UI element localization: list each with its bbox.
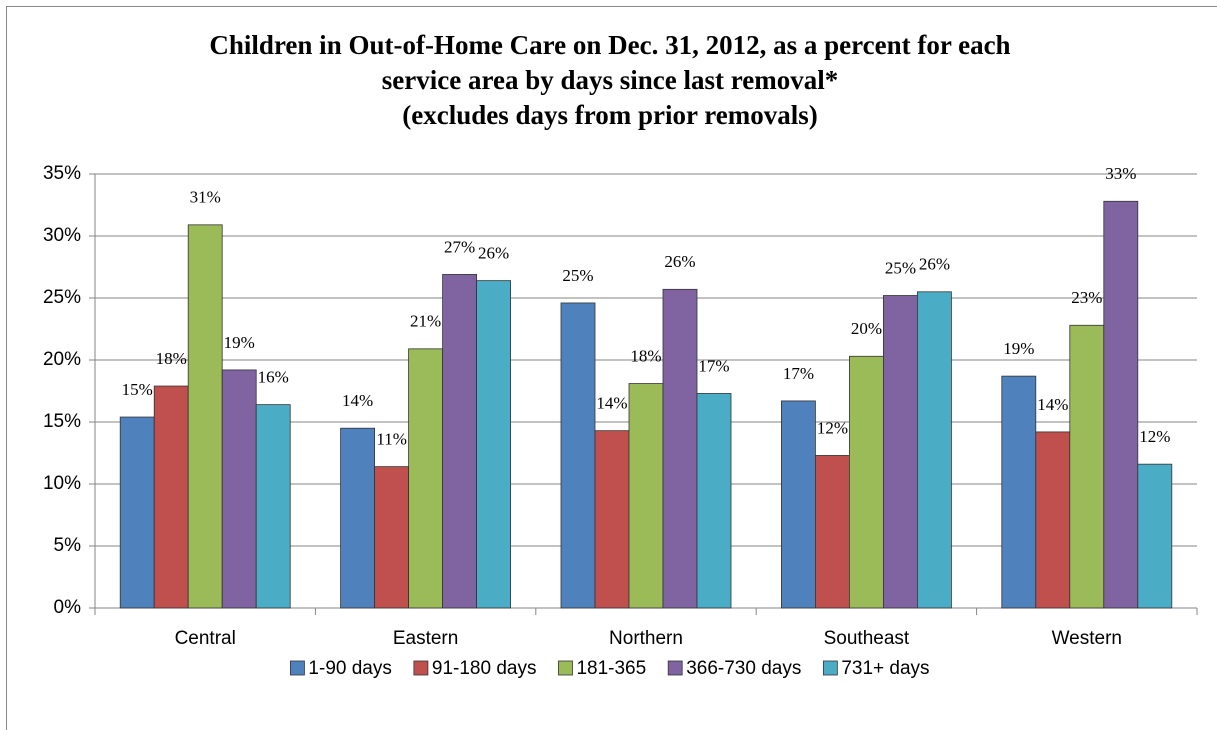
bar: [594, 430, 630, 609]
y-tick-label: 5%: [54, 535, 82, 556]
bar: [119, 416, 155, 609]
bar: [255, 404, 291, 609]
bar: [662, 288, 698, 609]
x-tick-label: Western: [1052, 628, 1122, 649]
y-tick-label: 35%: [43, 163, 81, 184]
y-tick-label: 20%: [43, 349, 81, 370]
bar: [187, 224, 223, 609]
y-tick-label: 30%: [43, 225, 81, 246]
bar: [1103, 200, 1139, 609]
legend-label: 91-180 days: [432, 658, 537, 679]
legend-label: 1-90 days: [308, 658, 391, 679]
value-label: 17%: [698, 356, 729, 375]
bar: [883, 295, 918, 609]
y-tick-label: 10%: [43, 473, 81, 494]
x-tick-label: Southeast: [824, 628, 910, 649]
bar: [442, 274, 478, 609]
value-label: 19%: [224, 333, 255, 352]
value-label: 25%: [885, 258, 916, 277]
value-label: 12%: [1139, 427, 1170, 446]
y-tick-label: 0%: [54, 597, 82, 618]
value-label: 14%: [342, 391, 373, 410]
x-tick-label: Central: [175, 628, 236, 649]
value-label: 27%: [444, 237, 475, 256]
value-label: 33%: [1105, 164, 1136, 183]
legend-label: 366-730 days: [686, 658, 801, 679]
bar: [1069, 324, 1105, 609]
value-label: 11%: [376, 430, 407, 449]
bar: [781, 400, 816, 609]
value-label: 16%: [258, 368, 289, 387]
bar: [1137, 463, 1173, 609]
y-tick-label: 25%: [43, 287, 81, 308]
value-label: 25%: [562, 266, 593, 285]
value-label: 23%: [1071, 288, 1102, 307]
value-label: 26%: [478, 244, 509, 263]
value-label: 26%: [664, 252, 695, 271]
x-tick-label: Eastern: [393, 628, 458, 649]
value-label: 14%: [596, 394, 627, 413]
value-label: 18%: [630, 346, 661, 365]
bar: [815, 455, 850, 609]
value-label: 17%: [783, 364, 814, 383]
legend-swatch: [413, 660, 429, 676]
value-label: 15%: [122, 380, 153, 399]
value-label: 21%: [410, 312, 441, 331]
value-label: 14%: [1037, 395, 1068, 414]
legend-swatch: [667, 660, 683, 676]
bar: [1001, 375, 1037, 609]
legend-swatch: [822, 660, 838, 676]
bar: [1035, 431, 1071, 609]
bar: [560, 302, 596, 609]
value-label: 19%: [1003, 339, 1034, 358]
bar: [476, 280, 512, 609]
bar: [340, 427, 376, 609]
value-label: 12%: [817, 418, 848, 437]
bar: [849, 355, 884, 609]
x-tick-label: Northern: [609, 628, 683, 649]
bar: [696, 393, 732, 609]
y-tick-label: 15%: [43, 411, 81, 432]
bar: [221, 369, 257, 609]
bar: [408, 348, 444, 609]
chart-title: Children in Out-of-Home Care on Dec. 31,…: [209, 30, 1010, 60]
value-label: 26%: [919, 255, 950, 274]
legend-swatch: [290, 660, 305, 676]
legend-label: 731+ days: [841, 658, 929, 679]
bar: [628, 383, 664, 609]
value-label: 18%: [156, 349, 187, 368]
chart-title: (excludes days from prior removals): [402, 100, 817, 130]
chart-title: service area by days since last removal*: [382, 65, 838, 95]
value-label: 20%: [851, 319, 882, 338]
legend-label: 181-365: [576, 658, 646, 679]
value-label: 31%: [190, 188, 221, 207]
legend-swatch: [558, 660, 573, 676]
bar: [153, 385, 189, 609]
bar: [374, 466, 410, 609]
bar: [917, 291, 952, 609]
